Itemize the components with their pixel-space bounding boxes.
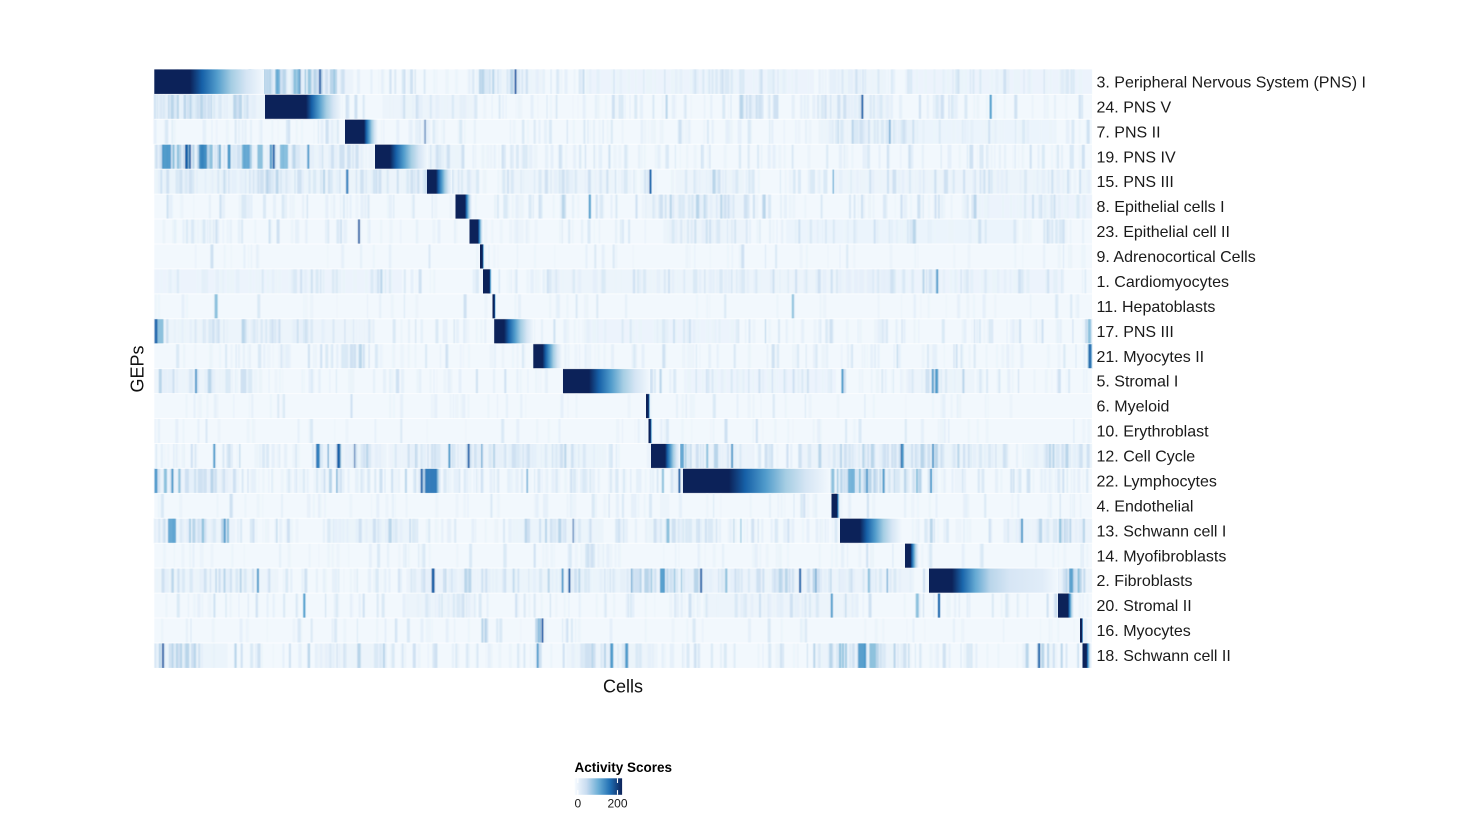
svg-text:24. PNS V: 24. PNS V <box>1097 99 1172 116</box>
svg-text:4. Endothelial: 4. Endothelial <box>1097 498 1194 515</box>
svg-text:3. Peripheral Nervous System (: 3. Peripheral Nervous System (PNS) I <box>1097 75 1366 92</box>
svg-text:20. Stromal II: 20. Stromal II <box>1097 598 1192 615</box>
svg-text:Activity Scores: Activity Scores <box>575 760 673 775</box>
svg-text:13. Schwann cell I: 13. Schwann cell I <box>1097 523 1227 540</box>
svg-text:10. Erythroblast: 10. Erythroblast <box>1097 424 1210 441</box>
svg-text:Cells: Cells <box>603 677 643 697</box>
svg-text:9. Adrenocortical Cells: 9. Adrenocortical Cells <box>1097 249 1256 266</box>
svg-text:17. PNS III: 17. PNS III <box>1097 324 1174 341</box>
svg-text:15. PNS III: 15. PNS III <box>1097 174 1174 191</box>
svg-text:22. Lymphocytes: 22. Lymphocytes <box>1097 474 1217 491</box>
svg-text:1. Cardiomyocytes: 1. Cardiomyocytes <box>1097 274 1230 291</box>
svg-text:2. Fibroblasts: 2. Fibroblasts <box>1097 573 1193 590</box>
svg-text:6. Myeloid: 6. Myeloid <box>1097 399 1170 416</box>
svg-text:0: 0 <box>574 797 581 811</box>
svg-text:21. Myocytes II: 21. Myocytes II <box>1097 349 1205 366</box>
svg-text:8. Epithelial cells I: 8. Epithelial cells I <box>1097 199 1225 216</box>
svg-text:11. Hepatoblasts: 11. Hepatoblasts <box>1097 299 1216 316</box>
svg-text:18. Schwann cell II: 18. Schwann cell II <box>1097 648 1231 665</box>
svg-text:23. Epithelial cell II: 23. Epithelial cell II <box>1097 224 1230 241</box>
svg-text:14. Myofibroblasts: 14. Myofibroblasts <box>1097 548 1227 565</box>
svg-text:12. Cell Cycle: 12. Cell Cycle <box>1097 449 1196 466</box>
svg-text:5. Stromal I: 5. Stromal I <box>1097 374 1179 391</box>
svg-text:7. PNS II: 7. PNS II <box>1097 124 1161 141</box>
svg-text:19. PNS IV: 19. PNS IV <box>1097 149 1176 166</box>
svg-text:200: 200 <box>607 797 627 811</box>
svg-text:GEPs: GEPs <box>127 345 147 392</box>
svg-text:16. Myocytes: 16. Myocytes <box>1097 623 1191 640</box>
